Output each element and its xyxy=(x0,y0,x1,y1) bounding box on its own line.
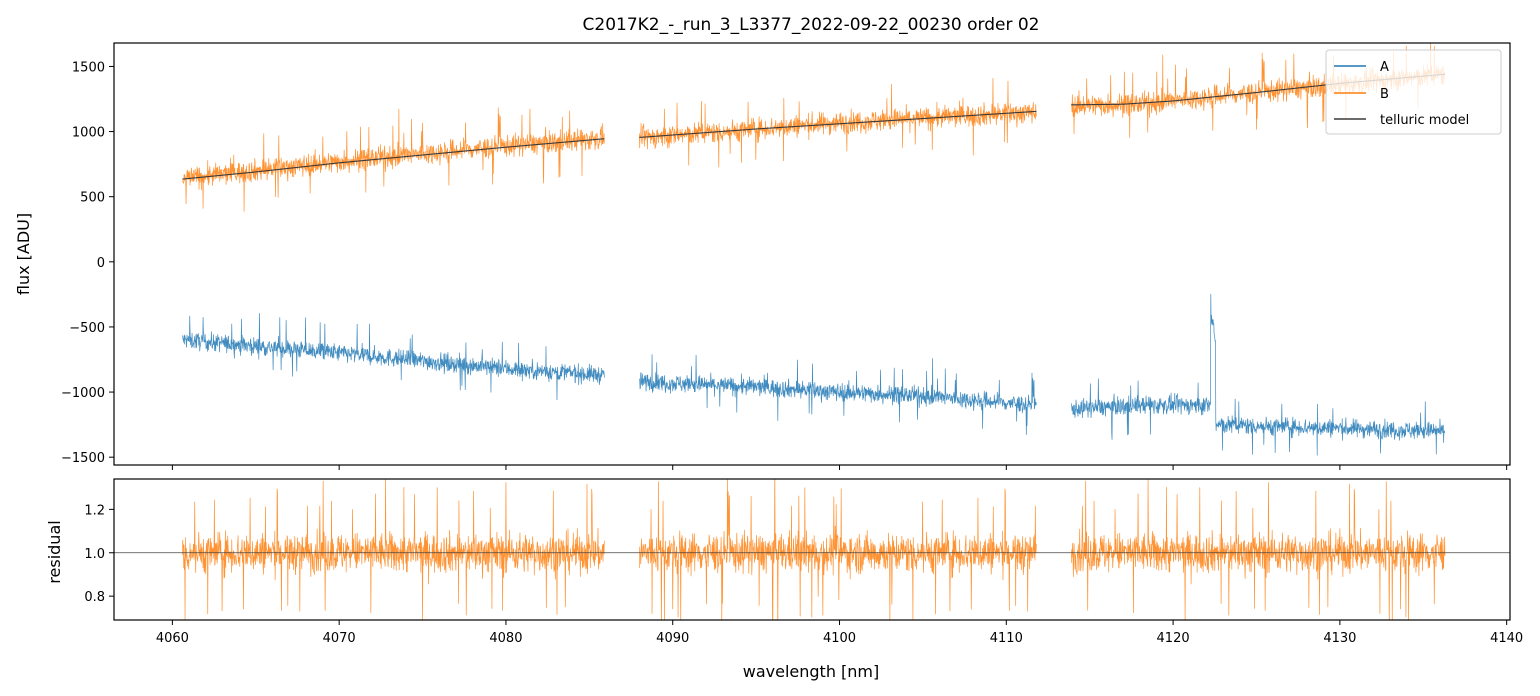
legend-label-a: A xyxy=(1380,60,1389,75)
flux-panel: 1500 1000 500 0 −500 −1000 −1500 flux [ADU] A … xyxy=(14,42,1511,470)
residual-axes-frame xyxy=(113,478,1511,621)
flux-y-tick-label: 1500 xyxy=(72,60,105,75)
x-tick-label: 4100 xyxy=(823,631,856,646)
flux-x-axis xyxy=(171,465,1508,470)
flux-y-axis: 1500 1000 500 0 −500 −1000 −1500 xyxy=(61,60,114,466)
residual-segment-1 xyxy=(182,479,605,620)
legend-frame xyxy=(1325,49,1502,135)
residual-plot-area xyxy=(114,479,1510,620)
residual-segment-2 xyxy=(639,479,1037,620)
series-telluric-model-segment-1 xyxy=(182,138,605,180)
legend-label-telluric-model: telluric model xyxy=(1380,113,1469,128)
x-tick-label: 4070 xyxy=(323,631,356,646)
residual-panel: 1.2 1.0 0.8 4060 4070 4080 4090 4100 4110 4120 41… xyxy=(45,478,1523,681)
legend-label-b: B xyxy=(1380,87,1389,102)
flux-y-tick-label: −1000 xyxy=(61,386,105,401)
legend: A B telluric model xyxy=(1325,49,1502,135)
flux-y-tick-label: −1500 xyxy=(61,451,105,466)
series-a-segment-1 xyxy=(182,313,605,401)
series-b-segment-2 xyxy=(639,78,1037,168)
residual-x-axis: 4060 4070 4080 4090 4100 4110 4120 4130 4140 xyxy=(156,620,1523,646)
x-axis-label: wavelength [nm] xyxy=(743,662,880,681)
flux-y-label: flux [ADU] xyxy=(14,213,33,295)
residual-y-axis: 1.2 1.0 0.8 xyxy=(84,503,114,605)
flux-y-tick-label: −500 xyxy=(69,321,105,336)
residual-y-label: residual xyxy=(45,520,64,583)
residual-y-tick-label: 1.0 xyxy=(84,547,105,562)
x-tick-label: 4130 xyxy=(1323,631,1356,646)
residual-y-tick-label: 1.2 xyxy=(84,503,105,518)
series-a-segment-3 xyxy=(1071,293,1446,456)
series-a-segment-2 xyxy=(639,354,1037,435)
chart-title: C2017K2_-_run_3_L3377_2022-09-22_00230 o… xyxy=(583,15,1040,35)
flux-y-tick-label: 1000 xyxy=(72,126,105,141)
x-tick-label: 4060 xyxy=(156,631,189,646)
residual-y-tick-label: 0.8 xyxy=(84,590,105,605)
flux-axes-frame xyxy=(113,42,1511,466)
x-tick-label: 4120 xyxy=(1157,631,1190,646)
x-tick-label: 4080 xyxy=(489,631,522,646)
flux-plot-area xyxy=(182,43,1446,456)
series-telluric-model-segment-2 xyxy=(639,110,1037,138)
x-tick-label: 4090 xyxy=(656,631,689,646)
x-tick-label: 4110 xyxy=(990,631,1023,646)
x-tick-label: 4140 xyxy=(1490,631,1523,646)
flux-y-tick-label: 500 xyxy=(80,191,105,206)
series-b-segment-1 xyxy=(182,107,605,212)
flux-y-tick-label: 0 xyxy=(97,256,105,271)
